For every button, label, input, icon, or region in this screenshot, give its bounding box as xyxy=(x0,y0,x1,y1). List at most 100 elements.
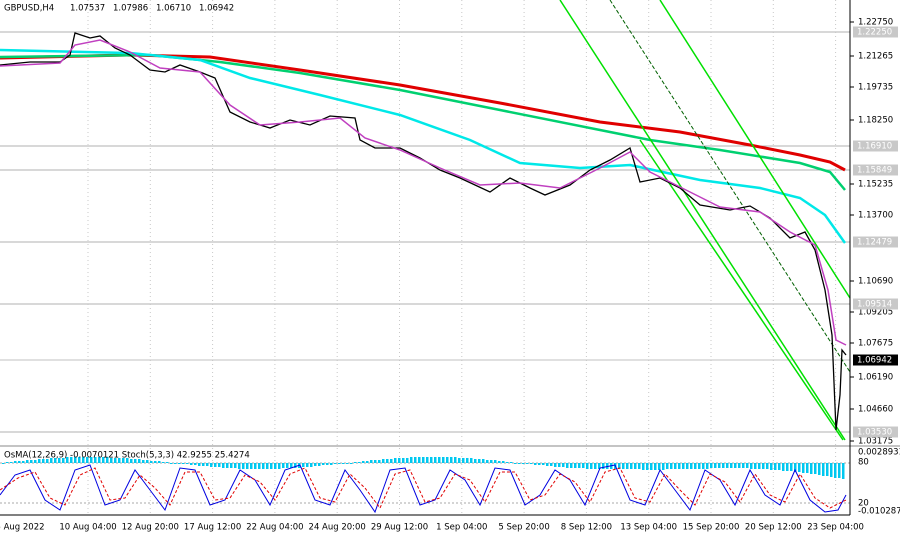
osma-bar xyxy=(314,463,317,466)
osma-bar xyxy=(826,463,829,476)
ma-fast xyxy=(0,39,847,346)
price-label: 1.18250 xyxy=(858,116,893,126)
osma-bar xyxy=(478,459,481,463)
osma-bar xyxy=(638,463,641,469)
osma-bar xyxy=(254,463,257,469)
osma-bar xyxy=(130,459,133,463)
osma-bar xyxy=(318,463,321,466)
osma-bar xyxy=(690,463,693,469)
osma-bar xyxy=(522,463,525,464)
osma-bar xyxy=(358,462,361,463)
osma-bar xyxy=(662,463,665,470)
osma-bar xyxy=(462,458,465,463)
osma-bar xyxy=(646,463,649,470)
osma-bar xyxy=(194,463,197,465)
osma-bar xyxy=(354,462,357,463)
osma-bar xyxy=(122,458,125,463)
indicator-axis-label: 0.0028931 xyxy=(858,448,900,458)
price-label: 1.13700 xyxy=(858,211,893,221)
osma-bar xyxy=(154,461,157,463)
price-label: 1.04660 xyxy=(858,405,893,415)
osma-bar xyxy=(158,461,161,463)
osma-bar xyxy=(110,458,113,463)
osma-bar xyxy=(198,463,201,466)
osma-bar xyxy=(678,463,681,469)
osma-bar xyxy=(182,463,185,464)
osma-bar xyxy=(786,463,789,471)
indicator-axis-label: -0.010287 xyxy=(858,507,900,517)
osma-bar xyxy=(738,463,741,468)
osma-bar xyxy=(326,463,329,465)
header-low: 1.06710 xyxy=(156,4,191,14)
osma-bar xyxy=(722,463,725,468)
osma-bar xyxy=(698,463,701,469)
osma-bar xyxy=(810,463,813,474)
osma-bar xyxy=(90,457,93,463)
osma-bar xyxy=(526,463,529,464)
osma-bar xyxy=(754,463,757,469)
osma-bar xyxy=(794,463,797,472)
osma-bar xyxy=(574,463,577,468)
channel-line xyxy=(559,0,846,441)
osma-bar xyxy=(606,463,609,469)
osma-bar xyxy=(682,463,685,469)
osma-bar xyxy=(238,463,241,469)
osma-bar xyxy=(782,463,785,471)
price-label: 1.07675 xyxy=(858,339,893,349)
osma-bar xyxy=(550,463,553,466)
time-label: 8 Sep 12:00 xyxy=(561,523,612,533)
osma-bar xyxy=(806,463,809,473)
time-label: 24 Aug 20:00 xyxy=(309,523,366,533)
osma-bar xyxy=(426,457,429,463)
osma-bar xyxy=(14,461,17,463)
osma-bar xyxy=(62,458,65,463)
osma-bar xyxy=(474,459,477,463)
osma-bar xyxy=(338,463,341,464)
osma-bar xyxy=(302,463,305,467)
osma-bar xyxy=(350,463,353,464)
osma-bar xyxy=(490,460,493,463)
time-label: 10 Aug 04:00 xyxy=(59,523,116,533)
channel-mid xyxy=(609,0,851,373)
osma-bar xyxy=(70,457,73,463)
channel-line xyxy=(639,139,844,441)
osma-bar xyxy=(586,463,589,469)
price-marker-label: 1.03530 xyxy=(857,428,892,438)
osma-bar xyxy=(146,460,149,463)
osma-bar xyxy=(802,463,805,473)
osma-bar xyxy=(106,457,109,463)
osma-bar xyxy=(22,461,25,463)
osma-bar xyxy=(294,463,297,468)
price-label: 1.06190 xyxy=(858,373,893,383)
osma-bar xyxy=(362,461,365,463)
osma-bar xyxy=(658,463,661,470)
price-marker-label: 1.16910 xyxy=(857,142,892,152)
indicator-label: OsMA(12,26,9) -0.0070121 Stoch(5,3,3) 42… xyxy=(4,451,250,461)
osma-bar xyxy=(150,461,153,463)
osma-bar xyxy=(334,463,337,464)
osma-bar xyxy=(98,457,101,463)
osma-bar xyxy=(170,463,173,464)
osma-bar xyxy=(58,458,61,463)
osma-bar xyxy=(566,463,569,468)
osma-bar xyxy=(558,463,561,467)
osma-bar xyxy=(838,463,841,478)
current-price-label: 1.06942 xyxy=(857,356,892,366)
osma-bar xyxy=(346,463,349,464)
osma-bar xyxy=(306,463,309,467)
osma-bar xyxy=(594,463,597,469)
osma-bar xyxy=(446,457,449,463)
osma-bar xyxy=(758,463,761,469)
osma-bar xyxy=(734,463,737,468)
price-label: 1.03175 xyxy=(858,437,893,447)
osma-bar xyxy=(54,458,57,463)
time-label: 12 Aug 20:00 xyxy=(122,523,179,533)
osma-bar xyxy=(466,458,469,463)
current-price-marker xyxy=(853,354,898,366)
osma-bar xyxy=(278,463,281,469)
osma-bar xyxy=(430,457,433,463)
osma-bar xyxy=(454,457,457,463)
osma-bar xyxy=(210,463,213,467)
time-label: 23 Sep 04:00 xyxy=(807,523,864,533)
price-line xyxy=(0,32,847,431)
